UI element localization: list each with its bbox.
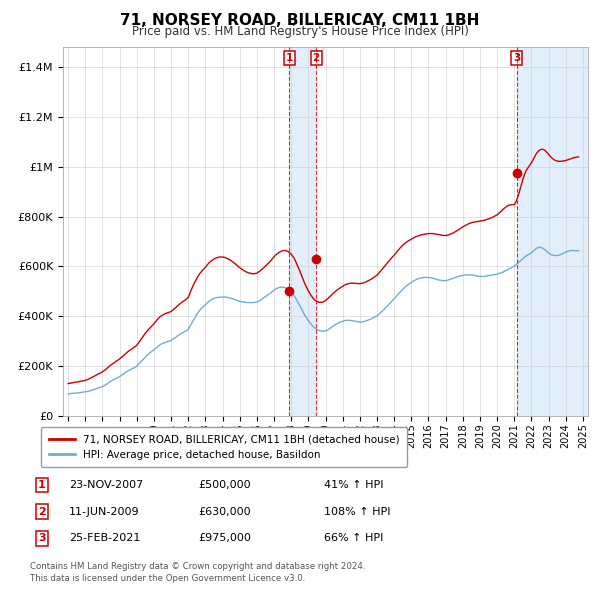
Bar	[517, 47, 588, 416]
Text: 1: 1	[286, 53, 293, 63]
Text: This data is licensed under the Open Government Licence v3.0.: This data is licensed under the Open Gov…	[30, 574, 305, 583]
Text: 2: 2	[313, 53, 320, 63]
Text: Contains HM Land Registry data © Crown copyright and database right 2024.: Contains HM Land Registry data © Crown c…	[30, 562, 365, 571]
Text: 3: 3	[38, 533, 46, 543]
Text: 25-FEB-2021: 25-FEB-2021	[69, 533, 140, 543]
Text: 3: 3	[513, 53, 520, 63]
Text: 71, NORSEY ROAD, BILLERICAY, CM11 1BH: 71, NORSEY ROAD, BILLERICAY, CM11 1BH	[121, 13, 479, 28]
Text: Price paid vs. HM Land Registry's House Price Index (HPI): Price paid vs. HM Land Registry's House …	[131, 25, 469, 38]
Bar	[289, 47, 316, 416]
Text: £975,000: £975,000	[198, 533, 251, 543]
Text: 41% ↑ HPI: 41% ↑ HPI	[324, 480, 383, 490]
Text: £500,000: £500,000	[198, 480, 251, 490]
Text: £630,000: £630,000	[198, 507, 251, 516]
Text: 1: 1	[38, 480, 46, 490]
Legend: 71, NORSEY ROAD, BILLERICAY, CM11 1BH (detached house), HPI: Average price, deta: 71, NORSEY ROAD, BILLERICAY, CM11 1BH (d…	[41, 427, 407, 467]
Text: 66% ↑ HPI: 66% ↑ HPI	[324, 533, 383, 543]
Text: 108% ↑ HPI: 108% ↑ HPI	[324, 507, 391, 516]
Text: 11-JUN-2009: 11-JUN-2009	[69, 507, 140, 516]
Text: 23-NOV-2007: 23-NOV-2007	[69, 480, 143, 490]
Text: 2: 2	[38, 507, 46, 516]
